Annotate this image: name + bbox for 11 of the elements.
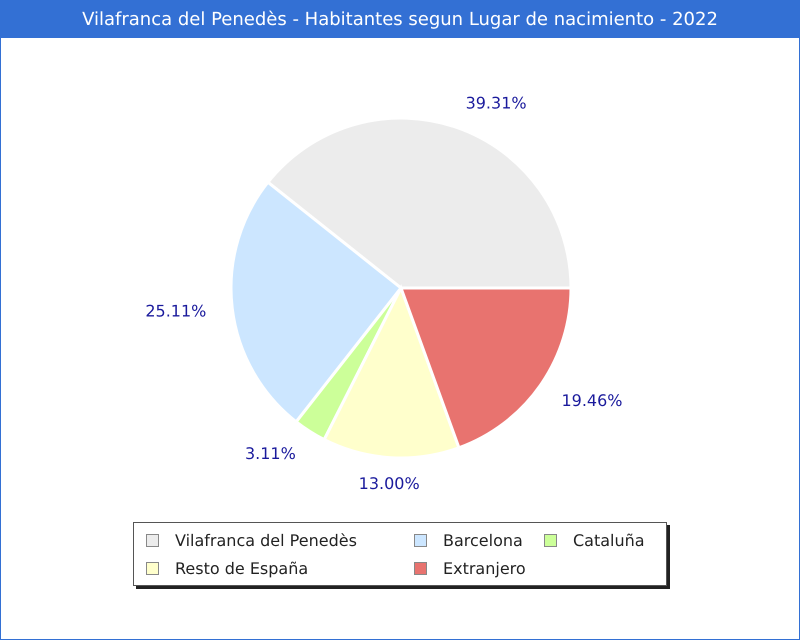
legend-label: Barcelona [443, 530, 523, 550]
data-label: 39.31% [466, 93, 527, 112]
legend-label: Cataluña [573, 530, 645, 550]
legend-label: Vilafranca del Penedès [175, 530, 357, 550]
data-label: 19.46% [561, 391, 623, 410]
chart-title: Vilafranca del Penedès - Habitantes segun Lugar de nacimiento - 2022 [1, 1, 799, 38]
data-label: 3.11% [244, 444, 296, 463]
data-label: 13.00% [358, 474, 420, 494]
legend-label: Extranjero [443, 558, 526, 578]
data-label: 25.11% [145, 301, 206, 320]
legend-label: Resto de España [175, 558, 308, 578]
